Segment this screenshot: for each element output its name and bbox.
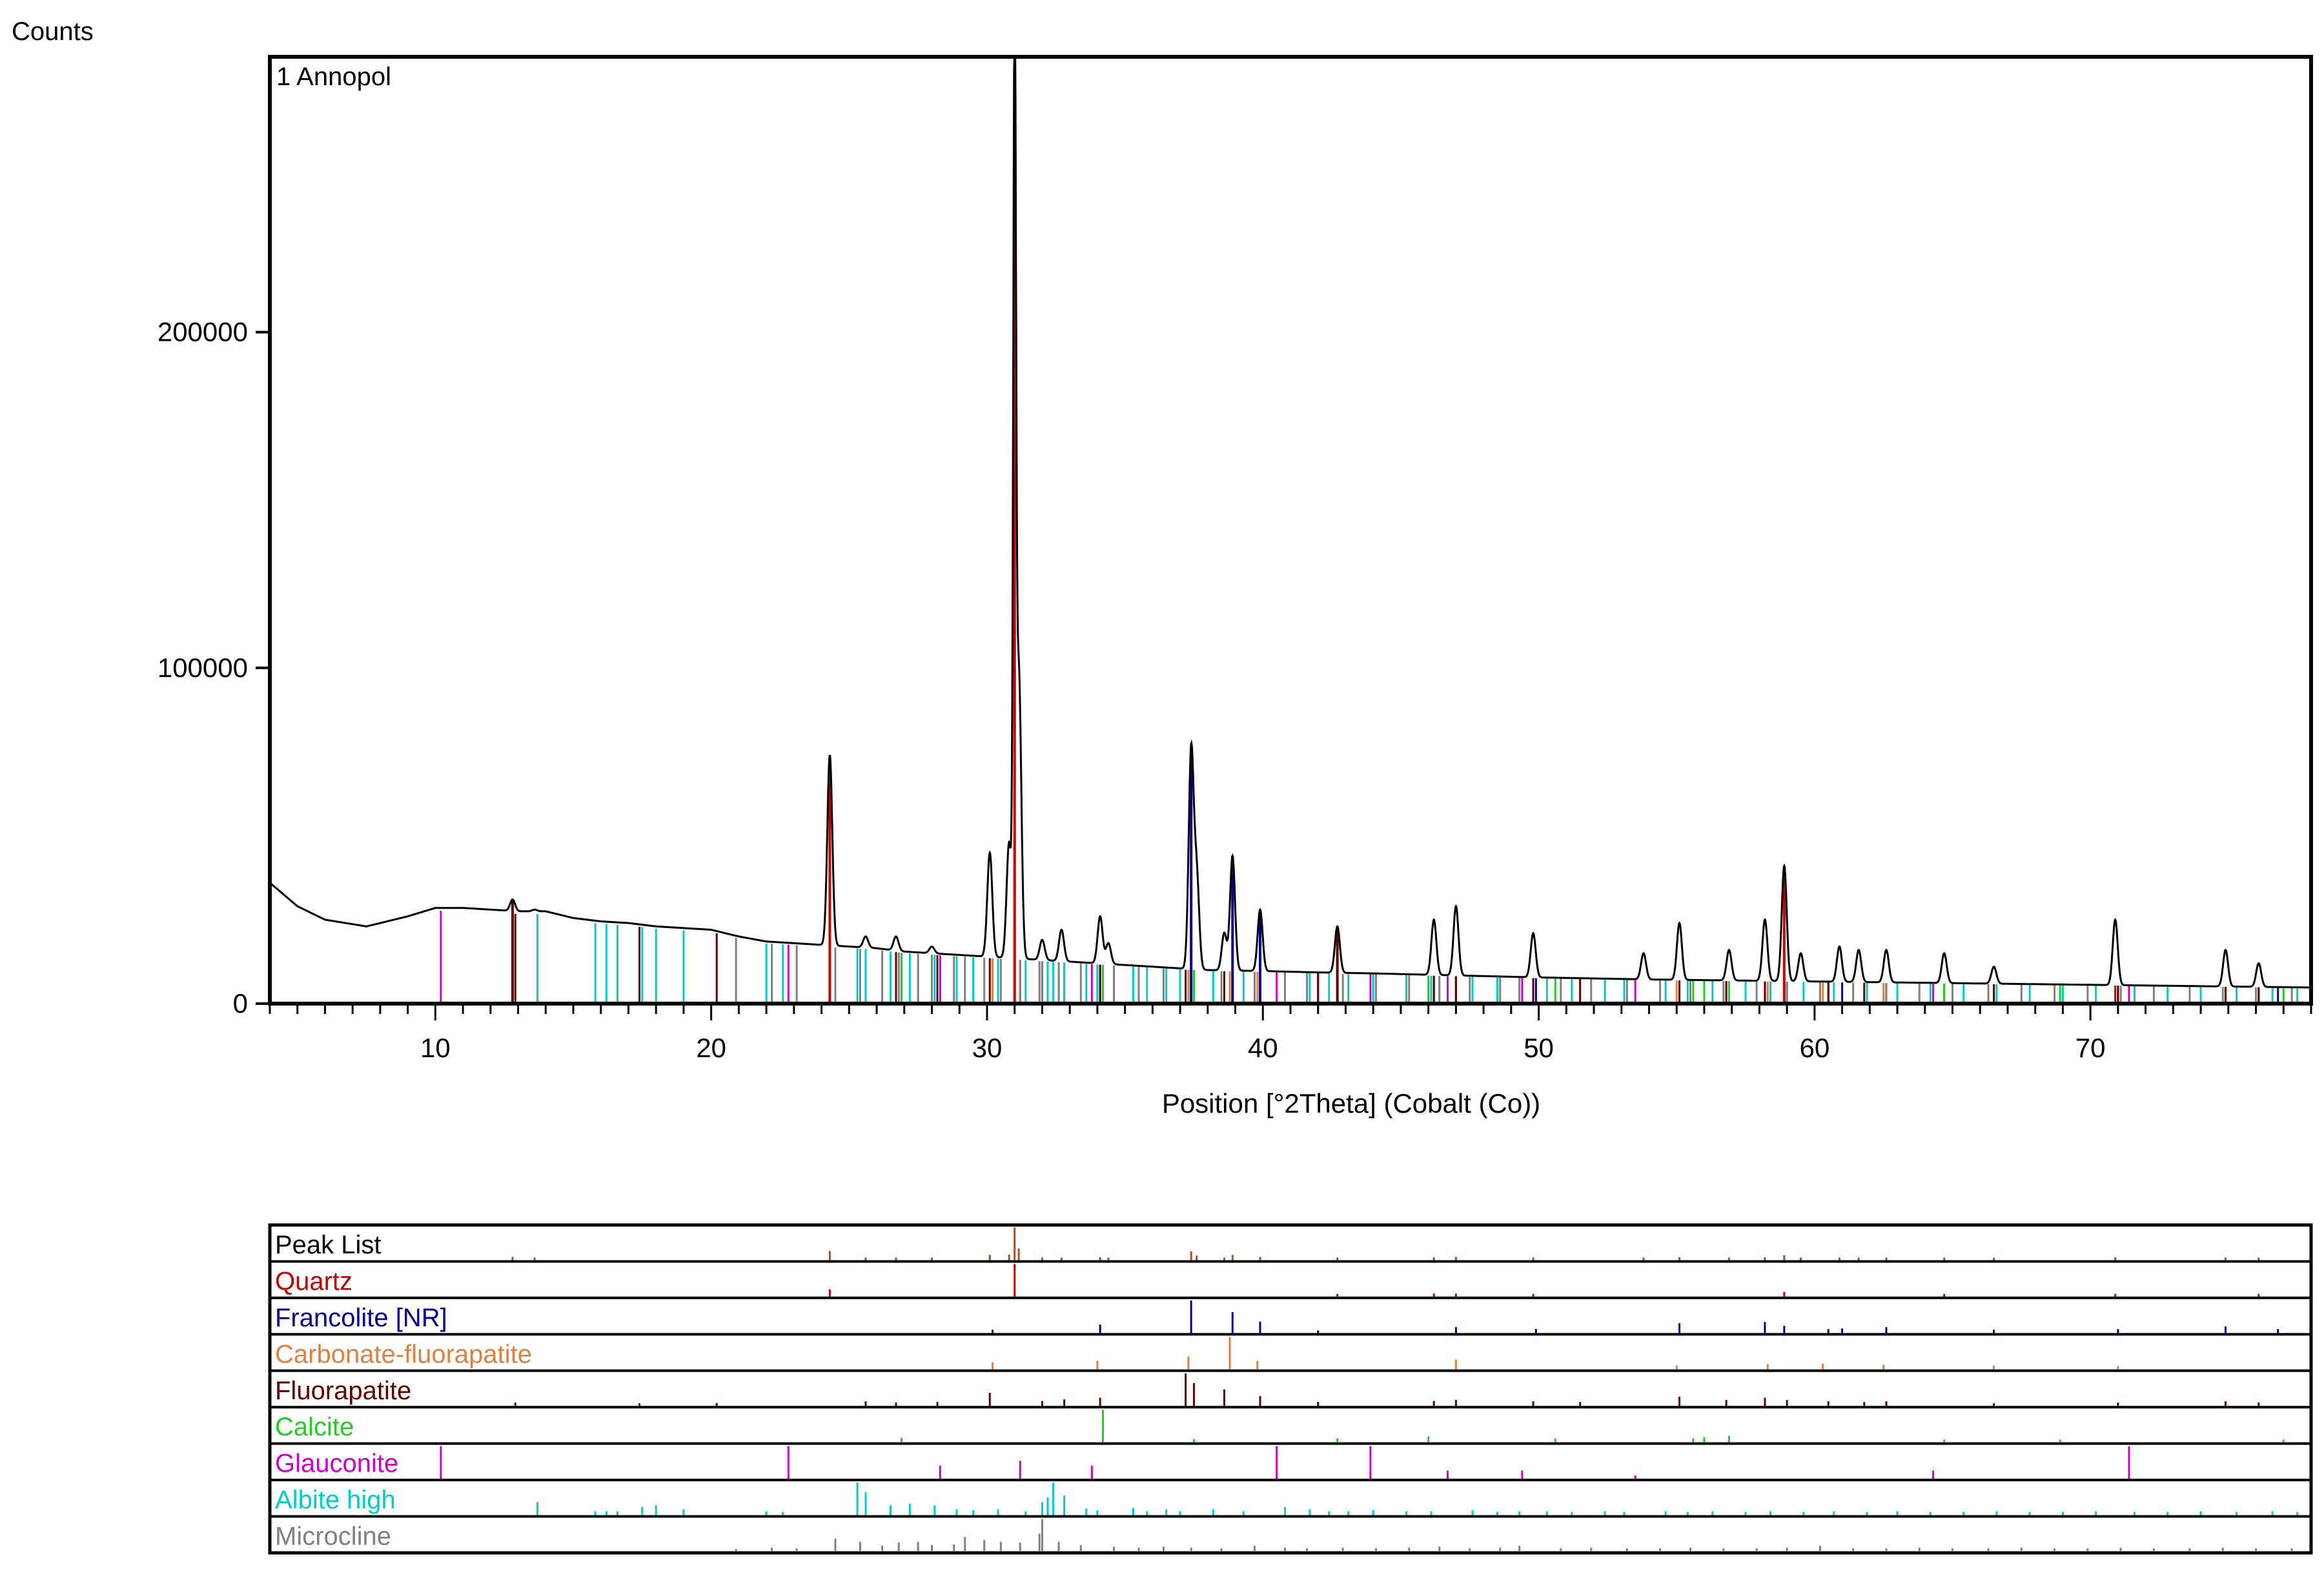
x-axis: 10 20 30 40 50 60 70 (269, 1004, 2312, 1063)
lane-label-glauconite: Glauconite (275, 1450, 398, 1478)
x-tick-label: 40 (1248, 1033, 1278, 1063)
lane-label-carbonate-fluorapatite: Carbonate-fluorapatite (275, 1340, 532, 1368)
x-tick-label: 70 (2075, 1033, 2106, 1063)
x-tick-label: 50 (1524, 1033, 1554, 1063)
lane-label-albite-high: Albite high (275, 1486, 396, 1514)
x-tick-label: 60 (1800, 1033, 1830, 1063)
x-tick-label: 10 (420, 1033, 451, 1063)
x-tick-label: 20 (696, 1033, 726, 1063)
x-tick-label: 30 (972, 1033, 1003, 1063)
phase-panel-frame (268, 1223, 2313, 1555)
lane-label-microcline: Microcline (275, 1523, 391, 1551)
y-axis: 0 100000 200000 (158, 317, 270, 1018)
phase-lanes-panel: Peak List Quartz Francolite [NR] Carbonate-… (268, 1223, 2313, 1555)
lane-label-fluorapatite: Fluorapatite (275, 1377, 411, 1405)
x-axis-label: Position [°2Theta] (Cobalt (Co)) (1162, 1088, 1540, 1119)
sample-label: 1 Annopol (276, 63, 391, 91)
lane-label-calcite: Calcite (275, 1413, 354, 1441)
lane-label-peak-list: Peak List (275, 1231, 382, 1259)
y-tick-label: 0 (233, 988, 248, 1018)
phase-reference-sticks (440, 70, 2299, 1002)
y-tick-label: 100000 (158, 653, 248, 683)
diffraction-pattern-line (269, 56, 2311, 989)
y-axis-title: Counts (12, 17, 94, 46)
y-tick-label: 200000 (158, 317, 248, 347)
lane-label-francolite-nr: Francolite [NR] (275, 1304, 447, 1332)
lane-label-quartz: Quartz (275, 1267, 352, 1295)
